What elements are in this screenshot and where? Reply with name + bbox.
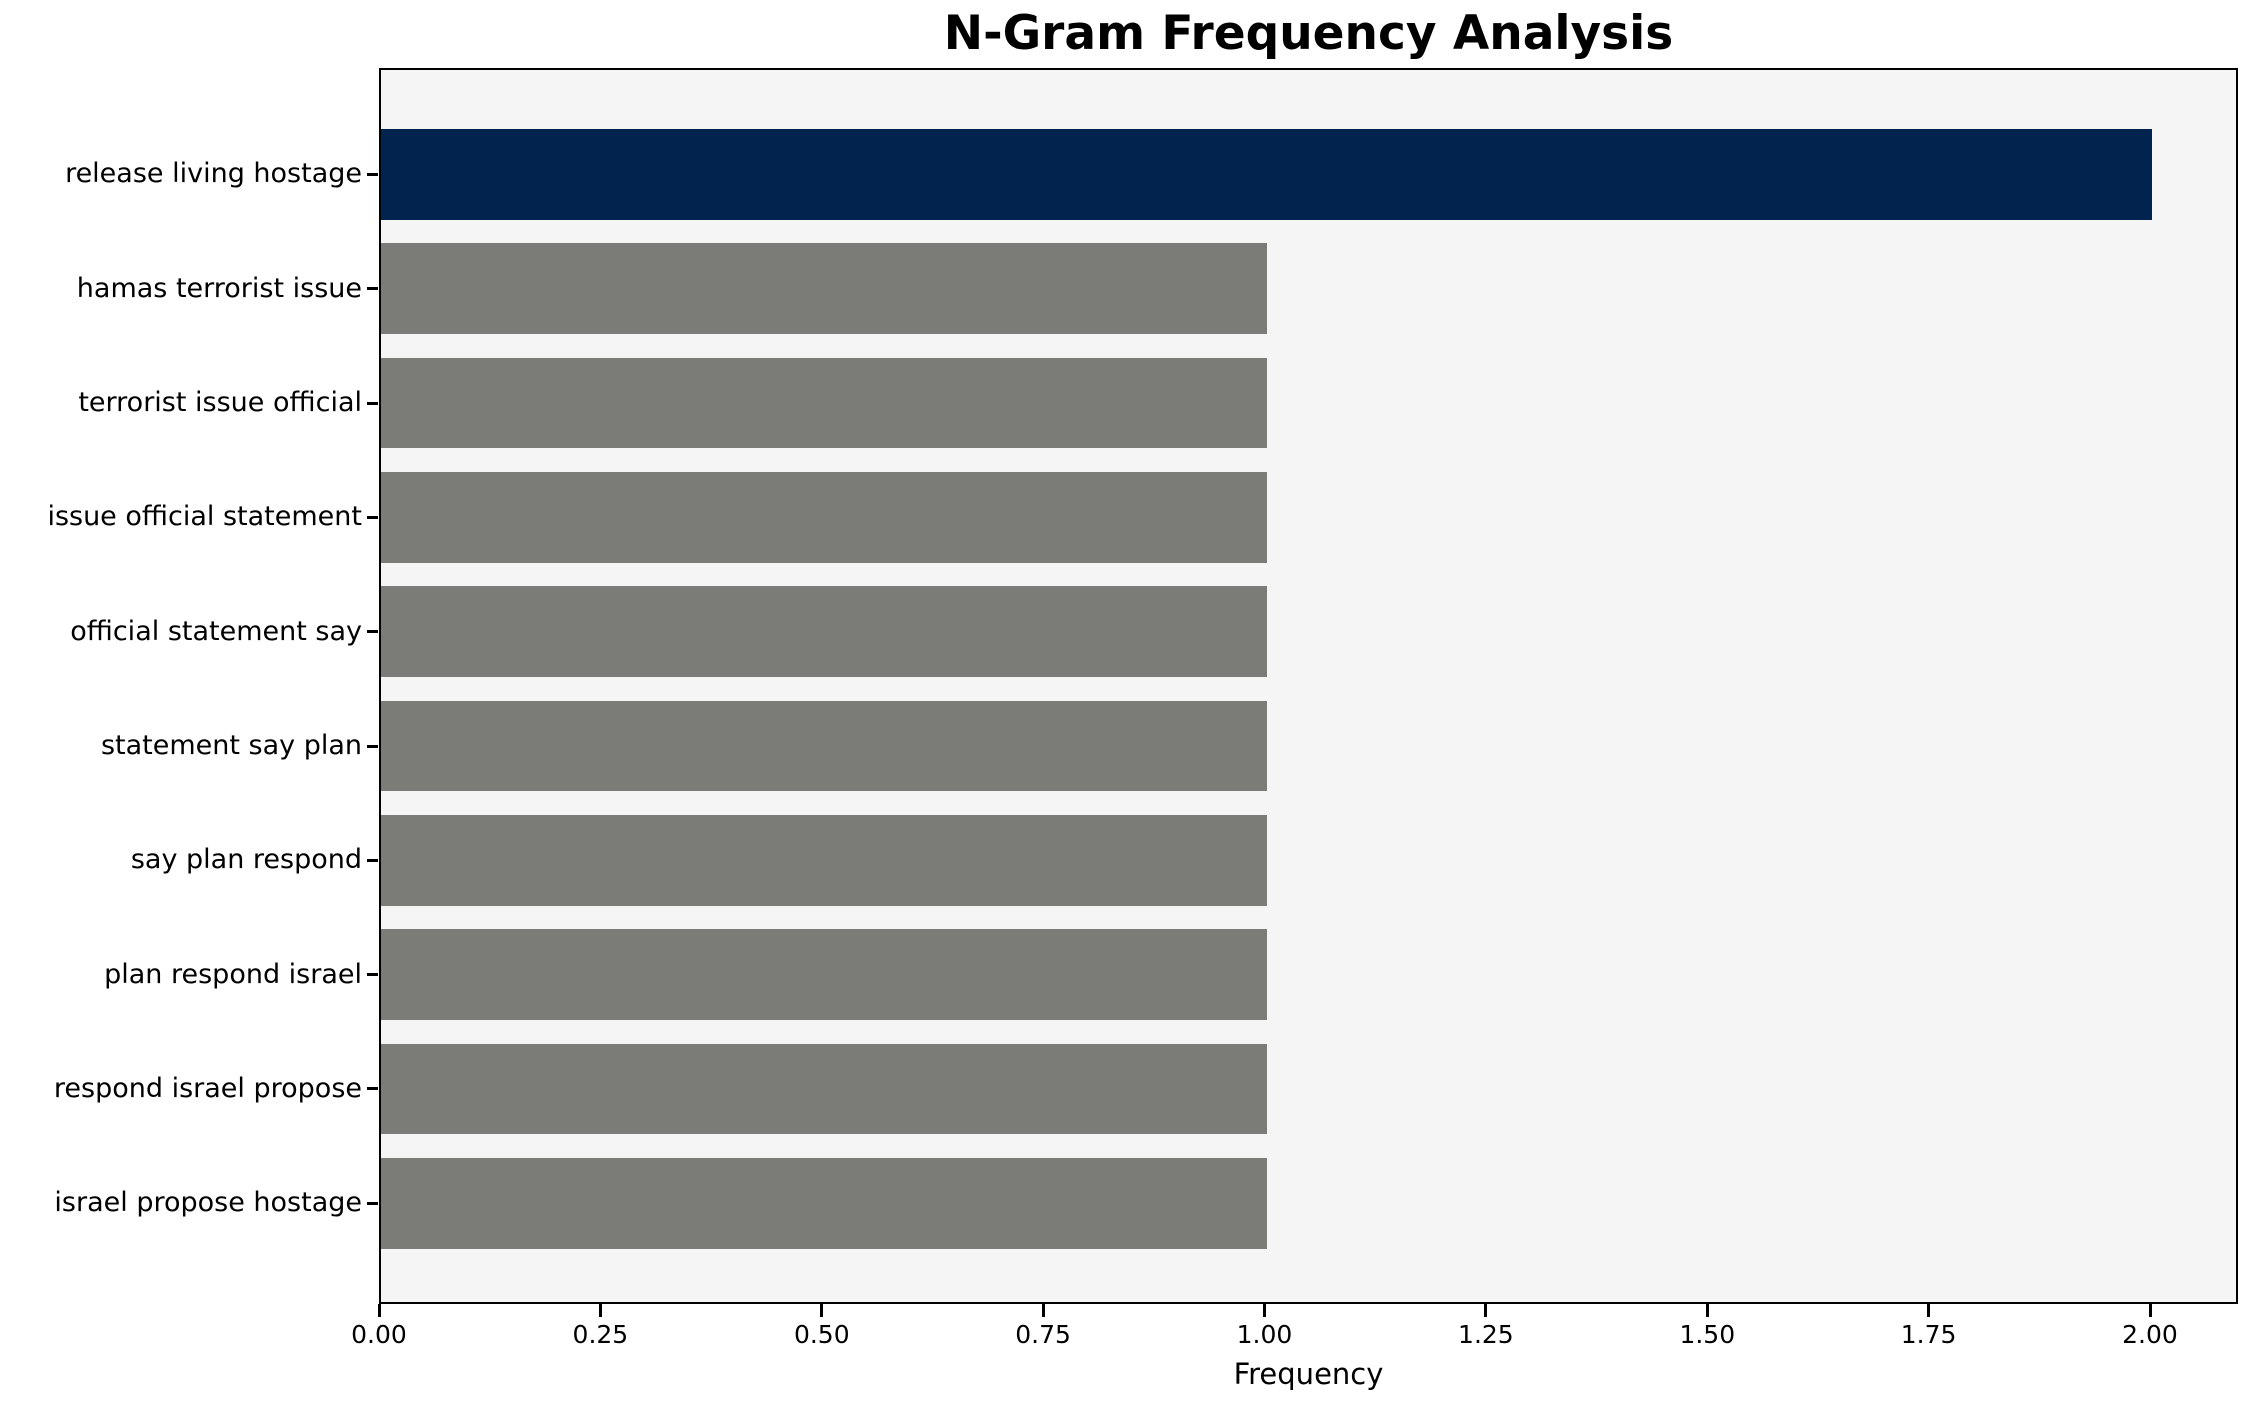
x-tick-mark xyxy=(2148,1304,2152,1317)
y-tick-mark xyxy=(367,287,378,291)
y-tick-mark xyxy=(367,1201,378,1205)
x-tick-label: 1.75 xyxy=(1900,1320,1957,1349)
x-tick-label: 0.75 xyxy=(1015,1320,1071,1349)
x-tick-mark xyxy=(1484,1304,1488,1317)
chart-title: N-Gram Frequency Analysis xyxy=(943,6,1674,61)
y-tick-label: terrorist issue official xyxy=(78,387,362,418)
x-tick-mark xyxy=(1927,1304,1931,1317)
x-tick-label: 0.25 xyxy=(572,1320,629,1349)
x-axis-label: Frequency xyxy=(1233,1357,1384,1391)
y-tick-label: hamas terrorist issue xyxy=(76,272,362,304)
y-tick-mark xyxy=(367,744,378,748)
x-tick-mark xyxy=(377,1304,381,1317)
x-tick-mark xyxy=(1705,1304,1709,1317)
y-tick-label: official statement say xyxy=(70,615,362,647)
x-tick-label: 0.50 xyxy=(793,1320,850,1349)
y-tick-mark xyxy=(367,1087,378,1091)
x-tick-label: 2.00 xyxy=(2122,1320,2178,1349)
plot-area xyxy=(379,68,2238,1304)
y-tick-mark xyxy=(367,515,378,519)
y-tick-label: israel propose hostage xyxy=(54,1187,362,1219)
y-tick-mark xyxy=(367,630,378,634)
y-tick-label: respond israel propose xyxy=(53,1072,362,1104)
y-tick-label: statement say plan xyxy=(100,730,362,761)
y-tick-mark xyxy=(367,973,378,977)
y-tick-mark xyxy=(367,401,378,405)
x-tick-label: 1.00 xyxy=(1236,1320,1293,1349)
x-tick-mark xyxy=(1263,1304,1266,1317)
x-tick-label: 0.00 xyxy=(351,1320,407,1349)
y-tick-label: issue official statement xyxy=(47,501,362,533)
x-tick-mark xyxy=(598,1304,602,1317)
y-tick-mark xyxy=(367,858,378,862)
y-tick-mark xyxy=(367,172,378,176)
y-tick-label: release living hostage xyxy=(65,158,362,190)
x-tick-mark xyxy=(820,1304,824,1317)
y-tick-label: plan respond israel xyxy=(104,958,362,990)
x-tick-mark xyxy=(1041,1304,1045,1317)
y-tick-label: say plan respond xyxy=(130,844,362,876)
x-tick-label: 1.50 xyxy=(1679,1320,1736,1349)
x-tick-label: 1.25 xyxy=(1458,1320,1514,1349)
